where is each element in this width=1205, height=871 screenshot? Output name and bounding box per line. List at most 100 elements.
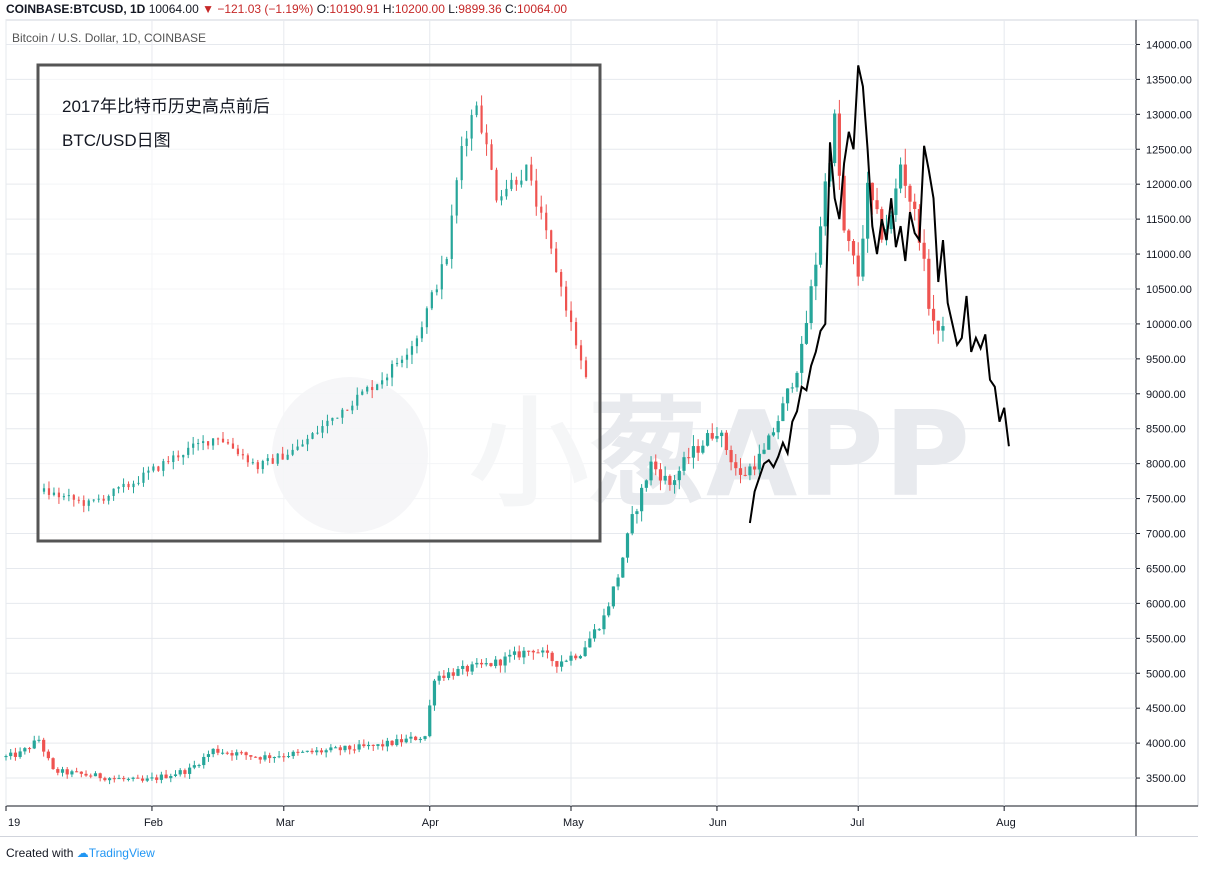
main-candle	[32, 740, 36, 749]
main-candle	[851, 241, 856, 256]
main-candle	[423, 736, 427, 739]
open-value: 10190.91	[329, 2, 380, 16]
overlay-line-2017	[748, 65, 1010, 524]
inset-candle	[157, 466, 160, 471]
main-candle	[522, 650, 526, 658]
main-candle	[268, 755, 272, 759]
main-candle	[767, 435, 771, 450]
inset-candle	[574, 322, 578, 346]
main-candle	[112, 778, 116, 780]
main-candle	[333, 747, 338, 749]
y-tick-label: 7500.00	[1146, 494, 1186, 506]
close-value: 10064.00	[516, 2, 568, 16]
main-candle	[545, 650, 550, 653]
inset-candle	[356, 394, 359, 406]
inset-candle	[52, 492, 56, 495]
main-candle	[89, 775, 93, 777]
inset-candle	[450, 215, 453, 259]
main-candle	[42, 739, 46, 752]
main-candle	[564, 660, 568, 662]
main-candle	[56, 769, 60, 773]
main-candle	[338, 747, 342, 751]
main-candle	[169, 776, 173, 779]
inset-candle	[460, 146, 463, 181]
y-tick-label: 14000.00	[1146, 39, 1192, 51]
main-candle	[607, 606, 611, 616]
main-candle	[550, 652, 554, 662]
main-candle	[253, 756, 258, 758]
x-tick-label: Jun	[709, 817, 727, 829]
main-candle	[432, 680, 437, 706]
inset-candle	[565, 286, 568, 311]
main-candle	[390, 740, 394, 746]
y-tick-label: 7000.00	[1146, 529, 1186, 541]
inset-candle	[555, 248, 558, 273]
inset-candle	[122, 483, 125, 488]
main-candle	[724, 432, 728, 451]
inset-candle	[336, 417, 339, 419]
x-tick-label: Feb	[144, 817, 163, 829]
inset-candle	[202, 441, 205, 444]
main-candle	[875, 200, 879, 210]
inset-candle	[137, 482, 140, 484]
main-candle	[428, 705, 432, 737]
inset-candle	[445, 258, 448, 265]
main-candle	[833, 113, 837, 164]
inset-candle	[386, 377, 389, 381]
inset-candle	[415, 338, 419, 347]
main-candle	[211, 748, 215, 755]
inset-candle	[560, 272, 563, 287]
main-candle	[616, 577, 620, 587]
inset-candle	[291, 449, 294, 455]
main-candle	[329, 747, 333, 751]
inset-candle	[530, 164, 533, 181]
main-candle	[682, 457, 686, 471]
inset-candle	[167, 461, 170, 463]
main-candle	[366, 744, 371, 747]
main-candle	[847, 230, 851, 242]
inset-candle	[187, 447, 190, 455]
main-candle	[376, 744, 380, 746]
main-candle	[588, 638, 592, 648]
main-candle	[126, 778, 131, 780]
main-candle	[395, 739, 399, 746]
main-candle	[385, 740, 389, 747]
main-candle	[202, 756, 206, 766]
inset-candle	[371, 387, 374, 391]
inset-candle	[221, 438, 225, 443]
inset-candle	[92, 499, 95, 501]
main-candle	[27, 748, 32, 750]
y-tick-label: 10500.00	[1146, 284, 1192, 296]
inset-candle	[276, 453, 279, 464]
x-tick-label: 19	[8, 817, 20, 829]
main-candle	[574, 655, 578, 659]
tradingview-link[interactable]: TradingView	[88, 846, 155, 860]
main-candle	[762, 449, 766, 454]
inset-candle	[520, 180, 523, 185]
inset-candle	[545, 212, 548, 231]
main-candle	[894, 188, 898, 215]
inset-candle	[286, 454, 289, 460]
main-candle	[536, 652, 540, 654]
main-candle	[13, 752, 18, 757]
main-candle	[531, 650, 535, 653]
main-candle	[465, 665, 470, 672]
inset-candle	[266, 458, 269, 462]
main-candle	[597, 629, 601, 631]
y-tick-label: 11500.00	[1146, 214, 1191, 226]
tradingview-logo-icon[interactable]: ☁	[76, 846, 89, 860]
main-candle	[672, 480, 677, 485]
main-candle	[555, 661, 559, 667]
low-value: 9899.36	[458, 2, 502, 16]
main-candle	[715, 436, 719, 439]
inset-candle	[47, 488, 51, 495]
inset-candle	[182, 454, 185, 458]
main-candle	[18, 751, 22, 757]
inset-candle	[540, 206, 543, 213]
inset-candle	[500, 196, 503, 201]
inset-candle	[147, 470, 150, 473]
main-candle	[541, 650, 545, 653]
inset-candle	[465, 138, 468, 147]
main-candle	[23, 748, 27, 752]
inset-candle	[152, 466, 155, 471]
